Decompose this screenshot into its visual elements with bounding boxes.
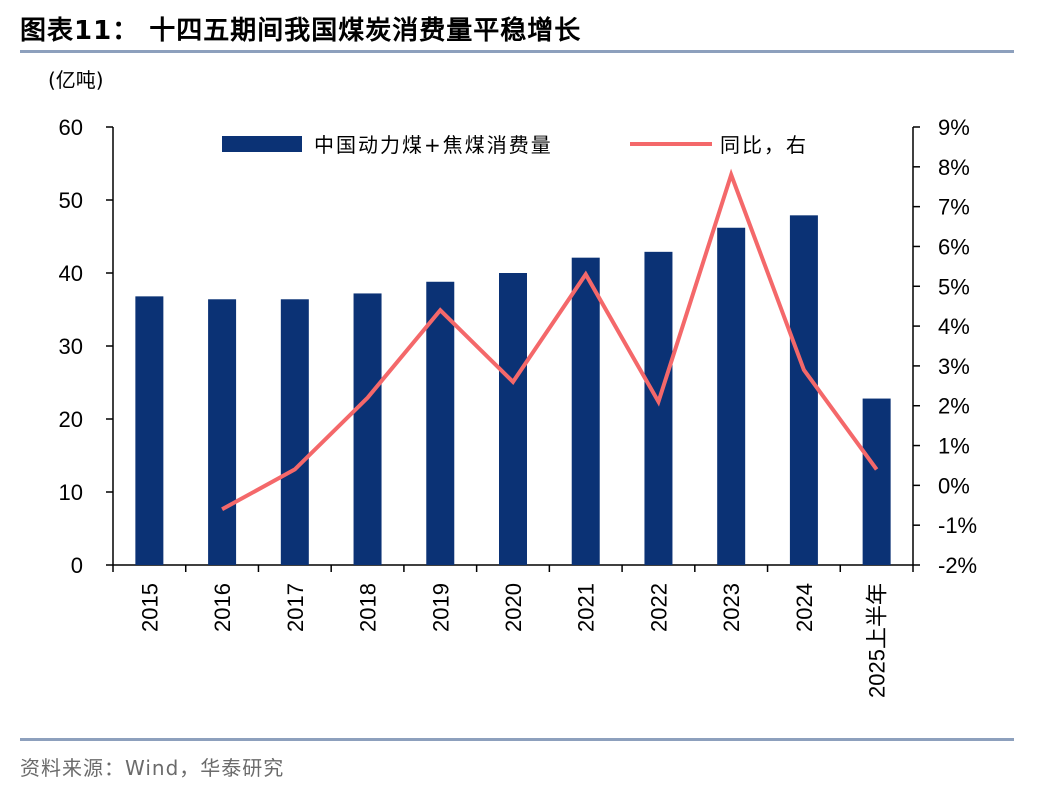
right-axis-tick-label: -1% — [938, 513, 977, 538]
left-axis-tick-label: 20 — [59, 407, 83, 432]
x-axis-tick-label: 2021 — [574, 583, 599, 632]
figure-title: 图表11： 十四五期间我国煤炭消费量平稳增长 — [20, 16, 582, 46]
bar — [135, 296, 164, 565]
yoy-line — [221, 168, 879, 512]
bar — [499, 273, 527, 565]
title-rule — [20, 50, 1014, 53]
source-note: 资料来源：Wind，华泰研究 — [20, 756, 285, 780]
x-axis-tick-label: 2016 — [210, 583, 235, 632]
bar — [717, 227, 746, 566]
legend: 中国动力煤+焦煤消费量 同比，右 — [222, 133, 808, 157]
left-axis-tick-label: 40 — [59, 261, 83, 286]
left-axis-tick-label: 10 — [59, 480, 83, 505]
right-axis-tick-label: 0% — [938, 473, 970, 498]
right-axis-tick-label: 4% — [938, 314, 970, 339]
right-axis-tick-label: 9% — [938, 115, 970, 140]
bar-series — [135, 215, 891, 566]
x-axis-tick-label: 2015 — [137, 583, 162, 632]
bar — [862, 398, 891, 565]
x-axis-tick-label: 2022 — [646, 583, 671, 632]
bar — [426, 281, 455, 565]
right-axis-tick-label: 8% — [938, 155, 970, 180]
x-axis-tick-label: 2024 — [792, 583, 817, 632]
left-axis-tick-label: 50 — [59, 188, 83, 213]
bar — [353, 293, 382, 565]
bar — [644, 251, 673, 565]
x-axis-tick-label: 2017 — [283, 583, 308, 632]
line-series — [221, 168, 879, 512]
x-axis-tick-label: 2020 — [501, 583, 526, 632]
right-axis-tick-label: 7% — [938, 195, 970, 220]
legend-bar-swatch — [222, 136, 302, 152]
bar — [571, 257, 600, 565]
bar — [789, 215, 818, 565]
right-axis-tick-label: 3% — [938, 354, 970, 379]
left-axis-tick-label: 0 — [71, 553, 83, 578]
left-axis-tick-label: 30 — [59, 334, 83, 359]
bar — [208, 299, 237, 565]
x-axis-tick-label: 2018 — [356, 583, 381, 632]
legend-bar-label: 中国动力煤+焦煤消费量 — [314, 133, 553, 157]
legend-line-label: 同比，右 — [720, 133, 808, 157]
x-axis-tick-label: 2019 — [428, 583, 453, 632]
right-axis-tick-label: 6% — [938, 234, 970, 259]
axes: 0 10 20 30 40 50 60 -2% -1% 0% 1% 2% 3% 4% 5% 6% 7% 8% 9% 2… — [59, 115, 978, 698]
source-rule — [20, 738, 1014, 741]
right-axis-tick-label: 1% — [938, 434, 970, 459]
right-axis-tick-label: -2% — [938, 553, 977, 578]
x-axis-tick-label: 2023 — [719, 583, 744, 632]
right-axis-tick-label: 5% — [938, 274, 970, 299]
right-axis-tick-label: 2% — [938, 394, 970, 419]
left-axis-tick-label: 60 — [59, 115, 83, 140]
left-axis-unit: (亿吨) — [48, 68, 104, 92]
bar — [280, 299, 309, 565]
x-axis-tick-label: 2025上半年 — [865, 583, 890, 698]
